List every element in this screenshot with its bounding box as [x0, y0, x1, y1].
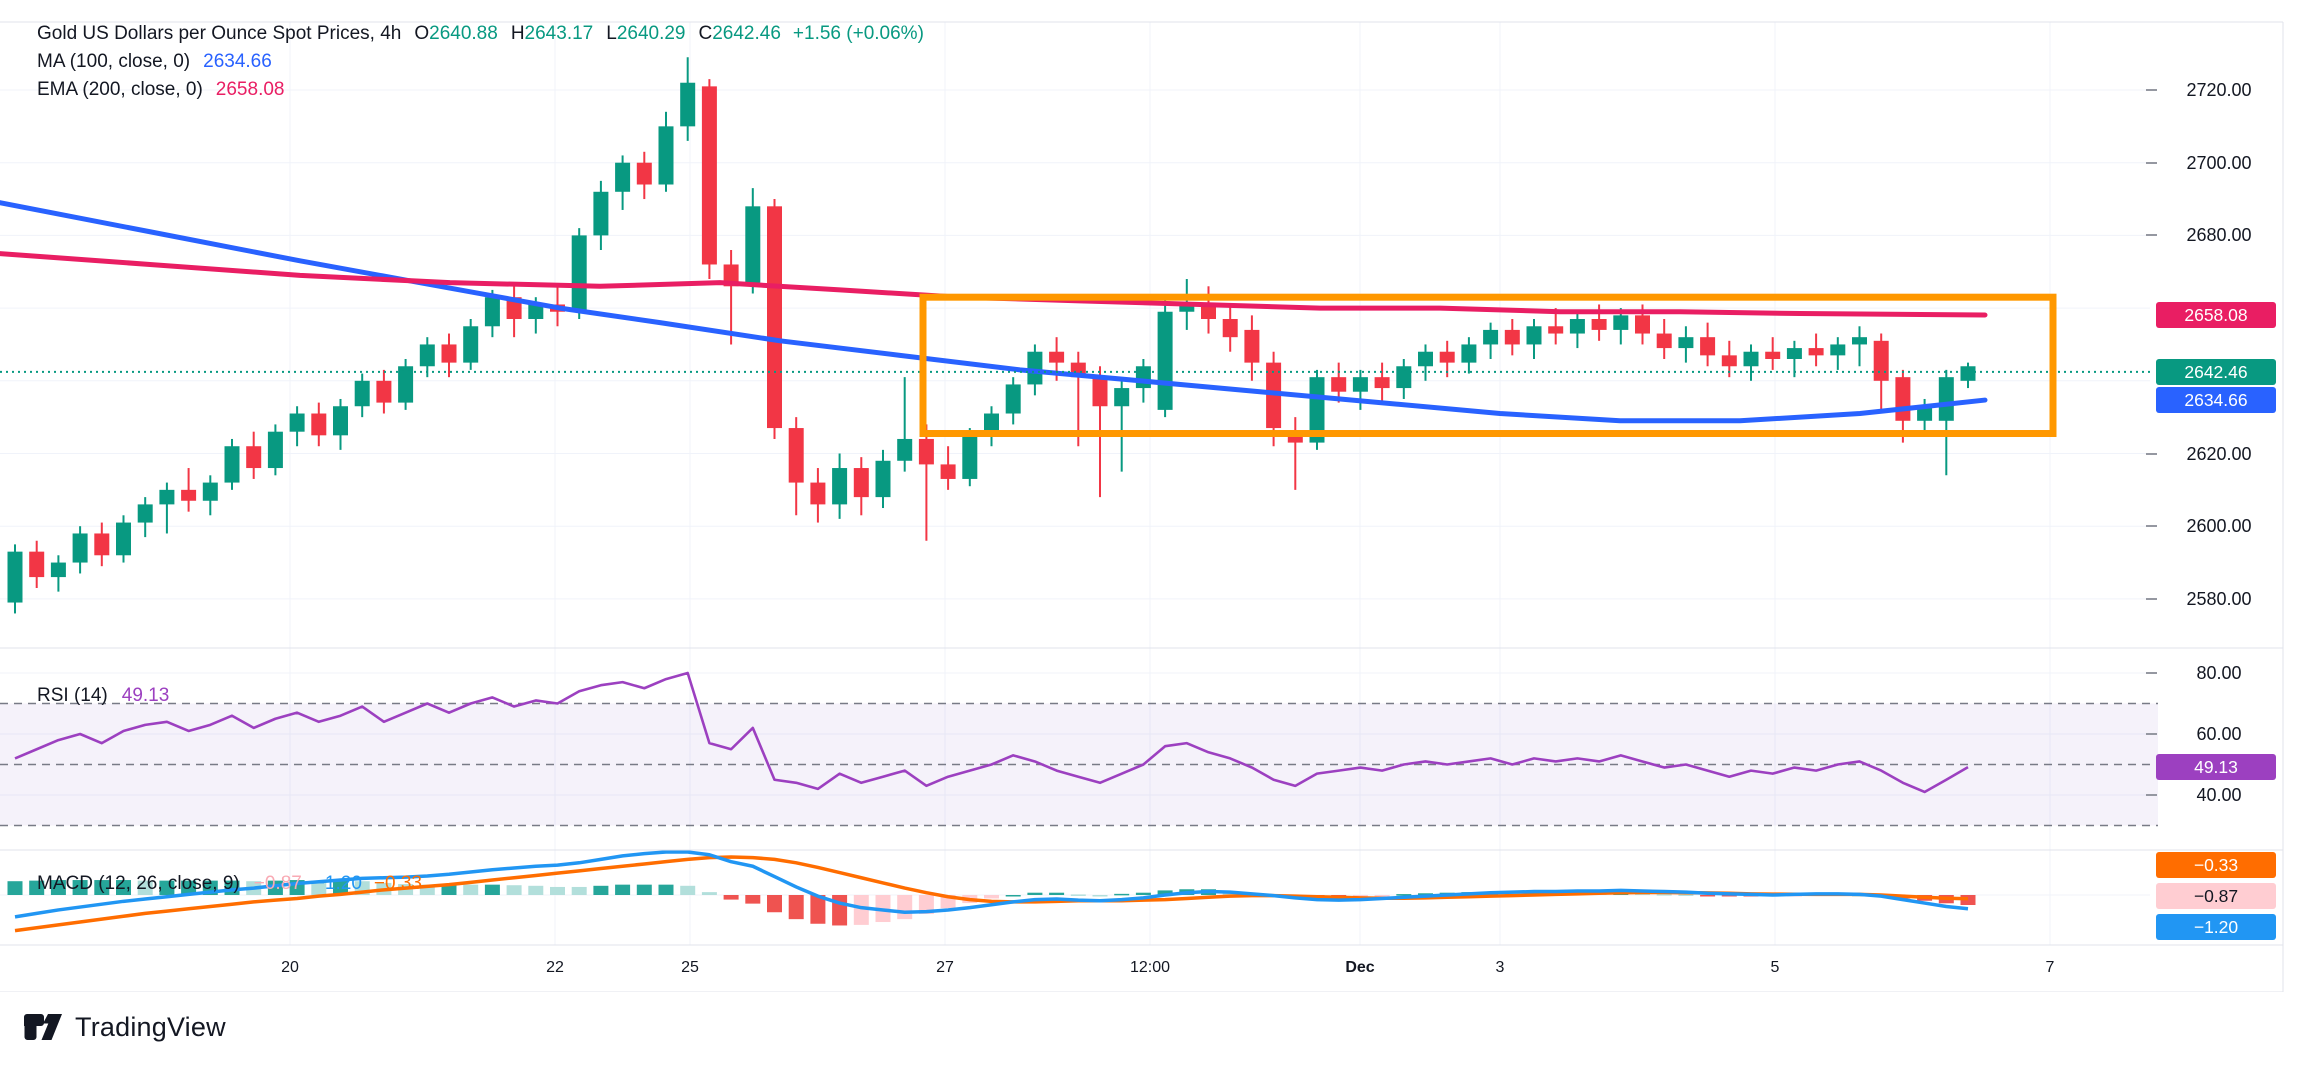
ohlc-value: 2640.88: [429, 23, 498, 44]
rsi-label[interactable]: RSI (14): [37, 685, 108, 706]
gridlines: [0, 22, 2150, 945]
tradingview-brand[interactable]: TradingView: [75, 1011, 226, 1042]
price-tick: 2680.00: [2186, 225, 2252, 246]
rsi-band: [0, 702, 2158, 827]
pane-borders: [0, 21, 2284, 992]
price-tick: 2600.00: [2186, 516, 2252, 537]
time-label: 7: [2045, 959, 2055, 976]
consolidation-box[interactable]: [919, 293, 2057, 438]
ohlc-key: C: [698, 23, 713, 44]
macd-label[interactable]: MACD (12, 26, close, 9): [37, 873, 240, 894]
main-legend: Gold US Dollars per Ounce Spot Prices, 4…: [37, 20, 924, 104]
price-tick: 2620.00: [2186, 443, 2252, 464]
axis-tick-mark: [2146, 672, 2157, 674]
ma-value: 2634.66: [203, 51, 272, 72]
price-tick: 2580.00: [2186, 588, 2252, 609]
ohlc-values: O2640.88 H2643.17 L2640.29 C2642.46: [401, 23, 781, 44]
ma-label[interactable]: MA (100, close, 0): [37, 51, 191, 72]
axis-tick-mark: [2146, 234, 2157, 237]
axis-tick-mark: [2146, 733, 2157, 735]
change-value: +1.56 (+0.06%): [792, 23, 924, 44]
macd-legend[interactable]: MACD (12, 26, close, 9) −0.87 −1.20 −0.33: [37, 870, 422, 898]
rsi-tick: 80.00: [2196, 663, 2242, 683]
time-label: Dec: [1345, 959, 1375, 976]
ema-value: 2658.08: [215, 79, 285, 100]
rsi-value: 49.13: [121, 685, 170, 706]
ma-legend-row[interactable]: MA (100, close, 0) 2634.66: [37, 48, 924, 76]
time-label: 12:00: [1129, 959, 1171, 976]
candlestick-series: [7, 57, 1976, 614]
ma-value-badge: 2634.66: [2156, 387, 2276, 414]
ema-value-badge: 2658.08: [2156, 302, 2276, 329]
rsi-tick: 60.00: [2196, 724, 2242, 744]
macd-line-value: −1.20: [313, 873, 362, 894]
ema-legend-row[interactable]: EMA (200, close, 0) 2658.08: [37, 76, 924, 104]
footer: TradingView: [22, 1004, 226, 1050]
axis-tick-mark: [2146, 794, 2157, 796]
rsi-value-badge: 49.13: [2156, 754, 2276, 781]
macd-hist-value: −0.87: [253, 873, 302, 894]
ohlc-key: H: [510, 23, 525, 44]
time-label: 20: [281, 959, 299, 976]
axis-tick-mark: [2146, 597, 2157, 600]
axis-tick-mark: [2146, 452, 2157, 455]
axis-tick-mark: [2146, 89, 2157, 91]
ohlc-value: 2640.29: [616, 23, 686, 44]
time-label: 27: [936, 959, 954, 976]
ohlc-key: L: [606, 23, 617, 44]
macd-value-badge: −1.20: [2156, 914, 2276, 940]
rsi-line: [14, 671, 1969, 794]
axis-tick-mark: [2146, 161, 2157, 164]
time-label: 5: [1770, 959, 1780, 976]
histogram-value-badge: −0.87: [2156, 883, 2276, 909]
rsi-tick: 40.00: [2196, 785, 2242, 805]
symbol-row[interactable]: Gold US Dollars per Ounce Spot Prices, 4…: [37, 20, 924, 48]
chart-canvas[interactable]: [0, 0, 2304, 992]
time-label: 25: [681, 959, 699, 976]
time-label: 3: [1495, 959, 1505, 976]
symbol-title[interactable]: Gold US Dollars per Ounce Spot Prices, 4…: [37, 23, 402, 44]
tradingview-logo[interactable]: [22, 1011, 64, 1043]
macd-signal-value: −0.33: [373, 873, 422, 894]
macd-line: [14, 850, 1969, 919]
last-price-badge: 2642.46: [2156, 358, 2276, 385]
time-label: 22: [546, 959, 564, 976]
price-tick: 2700.00: [2186, 152, 2252, 173]
axis-tick-mark: [2146, 525, 2157, 528]
ohlc-value: 2643.17: [524, 23, 594, 44]
price-tick: 2720.00: [2186, 80, 2252, 100]
ema-label[interactable]: EMA (200, close, 0): [37, 79, 203, 100]
rsi-legend[interactable]: RSI (14) 49.13: [37, 682, 169, 710]
signal-value-badge: −0.33: [2156, 852, 2276, 878]
ohlc-key: O: [414, 23, 430, 44]
ohlc-value: 2642.46: [712, 23, 781, 44]
